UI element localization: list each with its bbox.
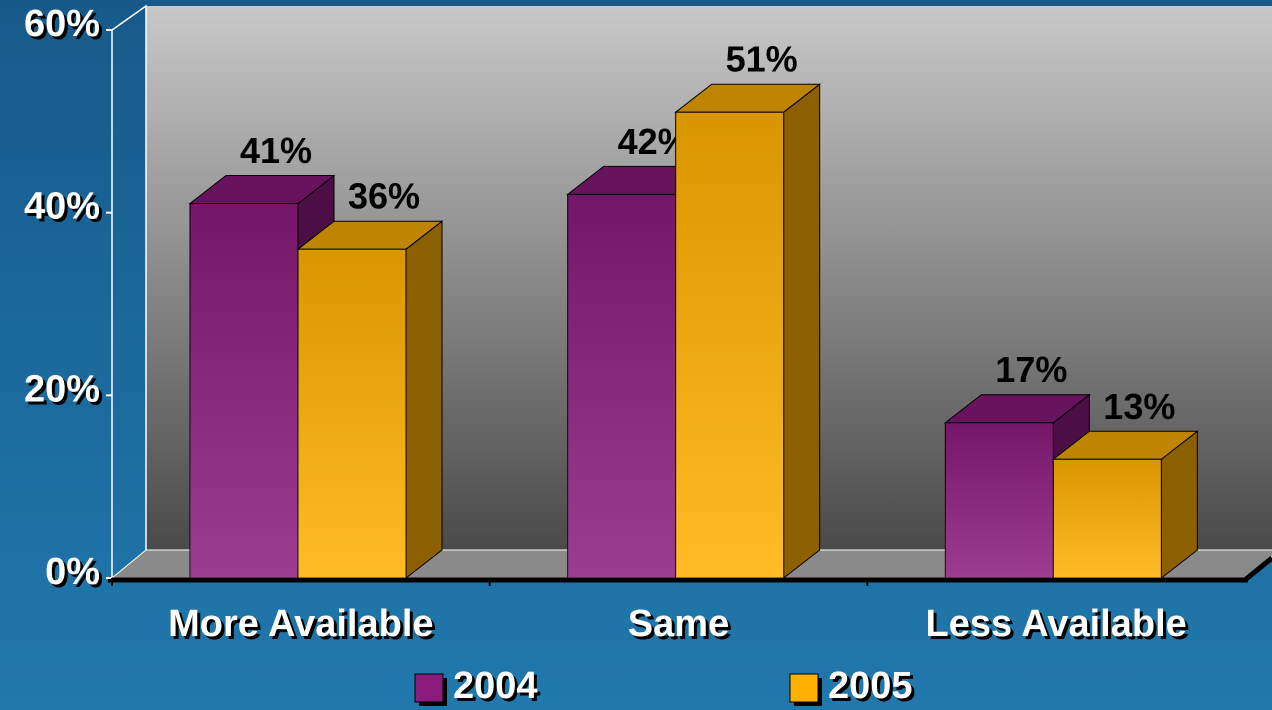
x-tick-label: Same	[628, 603, 729, 645]
value-label: 41%	[240, 130, 312, 171]
x-axis-depth	[1243, 556, 1272, 582]
legend-swatch	[414, 673, 444, 703]
bar-side-shade	[406, 221, 442, 578]
bar-shine	[1053, 459, 1162, 578]
bar-side-shade	[1161, 431, 1198, 578]
bar-top-shade	[298, 221, 442, 250]
x-tick-label-shadow: More Available	[171, 606, 436, 648]
side-wall-edge	[111, 4, 147, 578]
y-tick-label: 60%	[24, 3, 100, 45]
y-tick-label: 20%	[24, 368, 100, 410]
y-tick-label-shadow: 20%	[27, 371, 103, 413]
bar-top-shade	[1053, 431, 1198, 460]
bar-shine	[675, 112, 784, 578]
legend-label: 2005	[828, 665, 913, 707]
y-tick-label-shadow: 0%	[48, 554, 103, 596]
y-tick-label-shadow: 60%	[27, 6, 103, 48]
x-tick-label-shadow: Less Available	[929, 606, 1190, 648]
bar-top-shade	[675, 84, 820, 113]
x-tick-label-shadow: Same	[631, 606, 732, 648]
x-tick-label: Less Available	[926, 603, 1187, 645]
bar-shine	[945, 422, 1054, 578]
value-label: 17%	[995, 349, 1067, 390]
bar-side-shade	[783, 84, 820, 578]
bar-shine	[190, 203, 298, 579]
legend-label-shadow: 2004	[456, 668, 541, 710]
value-label: 13%	[1103, 386, 1175, 427]
bar-top-shade	[190, 175, 334, 204]
legend-swatch	[789, 673, 819, 703]
value-label: 51%	[726, 39, 798, 80]
legend-label-shadow: 2005	[831, 668, 916, 710]
value-label: 36%	[348, 176, 420, 217]
y-tick-label: 0%	[45, 551, 100, 593]
y-tick-label: 40%	[24, 186, 100, 228]
y-tick-label-shadow: 40%	[27, 189, 103, 231]
bar-shine	[567, 194, 676, 578]
bar-shine	[298, 249, 406, 578]
bar-top-shade	[945, 394, 1090, 423]
x-tick-label: More Available	[168, 603, 433, 645]
legend-label: 2004	[453, 665, 538, 707]
